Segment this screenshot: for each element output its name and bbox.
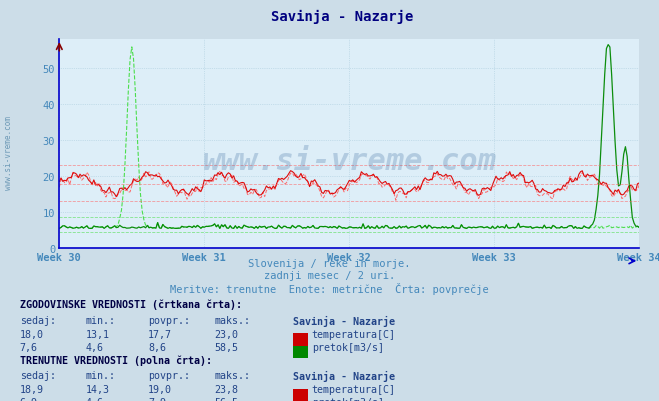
Text: sedaj:: sedaj: (20, 370, 56, 380)
Text: 4,6: 4,6 (86, 342, 103, 352)
Text: min.:: min.: (86, 370, 116, 380)
Text: 14,3: 14,3 (86, 384, 109, 394)
Text: Savinja - Nazarje: Savinja - Nazarje (272, 10, 414, 24)
Text: povpr.:: povpr.: (148, 315, 190, 325)
Text: 13,1: 13,1 (86, 329, 109, 339)
Text: 8,6: 8,6 (148, 342, 166, 352)
Text: 23,0: 23,0 (214, 329, 238, 339)
Text: maks.:: maks.: (214, 370, 250, 380)
Text: TRENUTNE VREDNOSTI (polna črta):: TRENUTNE VREDNOSTI (polna črta): (20, 355, 212, 365)
Text: Savinja - Nazarje: Savinja - Nazarje (293, 315, 395, 326)
Text: min.:: min.: (86, 315, 116, 325)
Text: Slovenija / reke in morje.: Slovenija / reke in morje. (248, 259, 411, 269)
Text: sedaj:: sedaj: (20, 315, 56, 325)
Text: 18,9: 18,9 (20, 384, 43, 394)
Text: 56,5: 56,5 (214, 397, 238, 401)
Text: Meritve: trenutne  Enote: metrične  Črta: povprečje: Meritve: trenutne Enote: metrične Črta: … (170, 283, 489, 295)
Text: 4,6: 4,6 (86, 397, 103, 401)
Text: 58,5: 58,5 (214, 342, 238, 352)
Text: ZGODOVINSKE VREDNOSTI (črtkana črta):: ZGODOVINSKE VREDNOSTI (črtkana črta): (20, 299, 242, 309)
Text: pretok[m3/s]: pretok[m3/s] (312, 342, 384, 352)
Text: 17,7: 17,7 (148, 329, 172, 339)
Text: zadnji mesec / 2 uri.: zadnji mesec / 2 uri. (264, 271, 395, 281)
Text: 23,8: 23,8 (214, 384, 238, 394)
Text: pretok[m3/s]: pretok[m3/s] (312, 397, 384, 401)
Text: 18,0: 18,0 (20, 329, 43, 339)
Text: 7,9: 7,9 (148, 397, 166, 401)
Text: 19,0: 19,0 (148, 384, 172, 394)
Text: temperatura[C]: temperatura[C] (312, 329, 395, 339)
Text: 6,9: 6,9 (20, 397, 38, 401)
Text: 7,6: 7,6 (20, 342, 38, 352)
Text: maks.:: maks.: (214, 315, 250, 325)
Text: povpr.:: povpr.: (148, 370, 190, 380)
Text: Savinja - Nazarje: Savinja - Nazarje (293, 370, 395, 381)
Text: www.si-vreme.com: www.si-vreme.com (4, 115, 13, 189)
Text: www.si-vreme.com: www.si-vreme.com (202, 147, 496, 176)
Text: temperatura[C]: temperatura[C] (312, 384, 395, 394)
